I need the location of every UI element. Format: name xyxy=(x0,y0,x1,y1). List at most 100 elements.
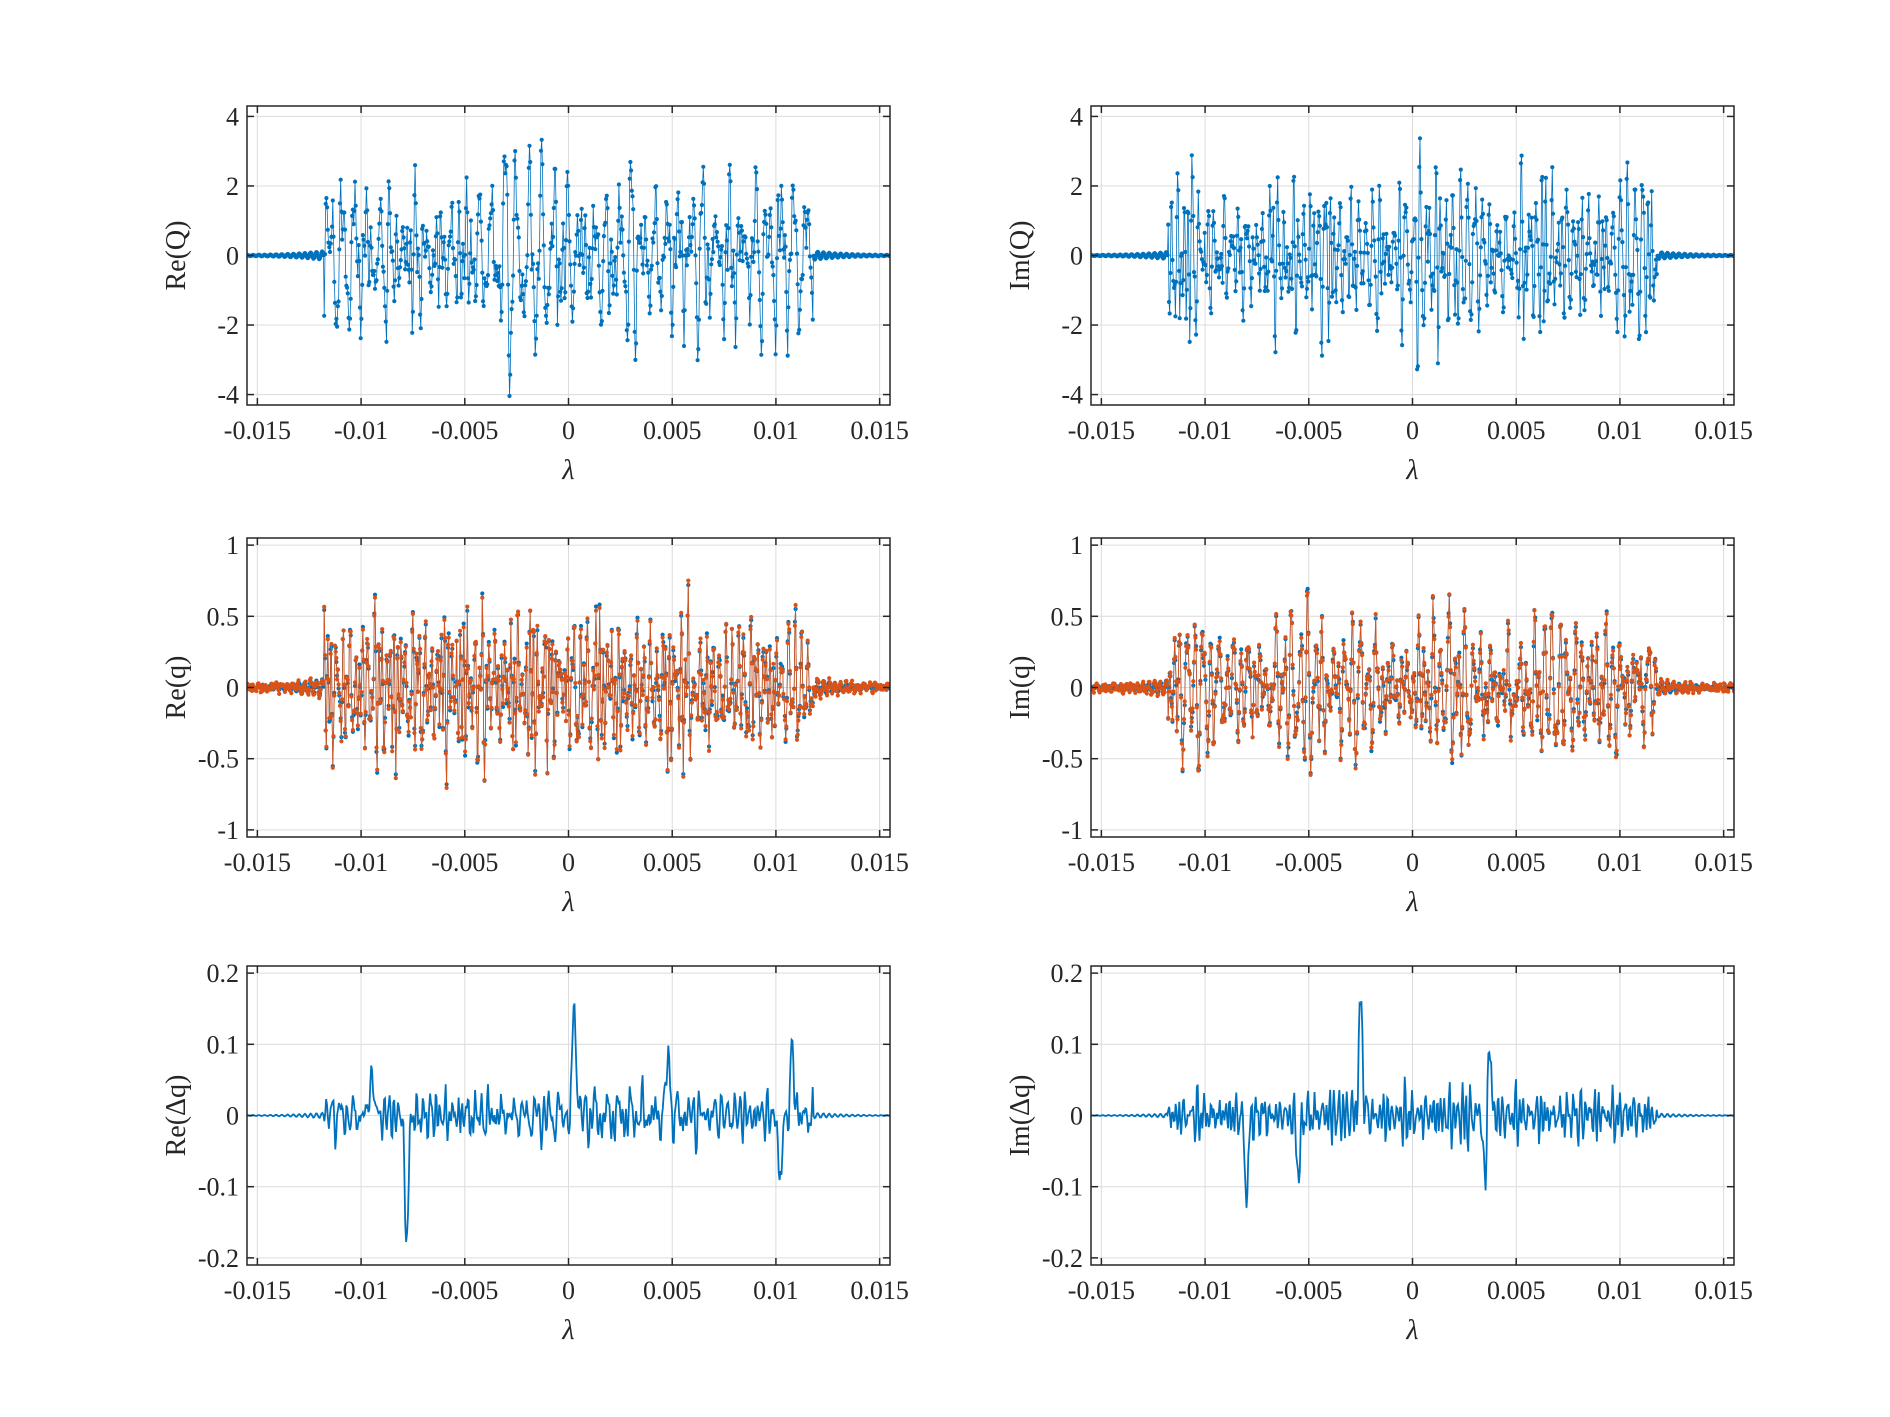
data-point xyxy=(533,352,538,357)
data-point xyxy=(1172,635,1177,641)
data-point xyxy=(1520,283,1526,289)
data-point xyxy=(1202,230,1207,235)
data-point xyxy=(567,239,572,244)
data-point xyxy=(630,733,635,739)
data-point xyxy=(355,723,360,728)
data-point xyxy=(411,252,416,257)
data-point xyxy=(1415,364,1420,369)
data-point xyxy=(546,707,551,712)
data-point xyxy=(791,704,796,710)
data-point xyxy=(723,629,728,635)
data-point xyxy=(1629,279,1634,284)
data-point xyxy=(1239,269,1244,275)
data-point xyxy=(1417,164,1422,170)
data-point xyxy=(769,260,775,265)
data-point xyxy=(1179,695,1184,700)
data-point xyxy=(361,237,366,242)
data-point xyxy=(382,304,388,309)
data-point xyxy=(350,727,355,733)
data-point xyxy=(1177,316,1182,321)
data-point xyxy=(736,216,741,221)
data-point xyxy=(690,222,695,227)
data-point xyxy=(1252,669,1257,674)
data-point xyxy=(542,285,547,290)
data-point xyxy=(356,243,361,248)
data-point xyxy=(740,258,745,264)
data-point xyxy=(1560,215,1565,220)
data-point xyxy=(332,279,337,284)
data-point xyxy=(634,635,639,640)
data-point xyxy=(466,300,471,305)
data-point xyxy=(1210,698,1215,703)
data-point xyxy=(1324,225,1330,230)
data-point xyxy=(1556,220,1561,225)
data-point xyxy=(804,701,809,707)
data-point xyxy=(667,633,672,638)
data-point xyxy=(1294,273,1300,278)
data-point xyxy=(334,655,339,661)
data-point xyxy=(645,695,650,700)
data-point xyxy=(456,736,461,741)
data-point xyxy=(478,192,483,197)
data-point xyxy=(631,711,636,716)
data-point xyxy=(657,718,662,723)
data-point xyxy=(409,267,414,272)
data-point xyxy=(566,183,571,188)
data-point xyxy=(614,750,619,755)
data-point xyxy=(1583,297,1588,302)
data-point xyxy=(323,201,328,206)
data-point xyxy=(327,245,332,250)
data-point xyxy=(769,712,774,717)
data-point xyxy=(1382,259,1387,264)
data-point xyxy=(539,704,544,709)
data-point xyxy=(365,208,370,213)
data-point xyxy=(452,708,457,713)
data-point xyxy=(1248,671,1253,676)
data-point xyxy=(737,625,742,630)
data-point xyxy=(1226,666,1231,671)
data-point xyxy=(1474,218,1479,224)
data-point xyxy=(749,614,754,620)
data-point xyxy=(567,744,572,749)
data-point xyxy=(1628,288,1633,294)
data-point xyxy=(455,240,461,245)
data-point xyxy=(732,300,737,305)
y-tick-label: 2 xyxy=(1070,172,1083,201)
data-point xyxy=(1561,311,1566,316)
data-point xyxy=(719,710,724,715)
data-point xyxy=(1267,183,1272,189)
data-point xyxy=(787,668,793,674)
data-point xyxy=(1170,717,1175,723)
data-point xyxy=(1460,287,1465,292)
data-point xyxy=(792,623,798,628)
data-point xyxy=(724,223,729,228)
data-point xyxy=(1261,682,1266,687)
data-point xyxy=(384,653,389,658)
data-point xyxy=(433,261,438,266)
data-point xyxy=(1154,687,1159,693)
data-point xyxy=(511,217,516,222)
data-point xyxy=(1339,273,1344,278)
data-point xyxy=(1179,251,1184,256)
data-point xyxy=(1419,237,1424,242)
data-point xyxy=(532,720,537,725)
data-point xyxy=(1599,256,1604,262)
data-point xyxy=(503,656,508,661)
data-point xyxy=(1240,680,1245,685)
data-point xyxy=(1443,217,1448,222)
data-point xyxy=(318,687,323,693)
data-point xyxy=(449,204,454,209)
data-point xyxy=(608,261,613,266)
data-point xyxy=(454,300,459,305)
data-point xyxy=(1096,683,1101,688)
data-point xyxy=(674,673,679,678)
data-point xyxy=(705,242,710,247)
data-point xyxy=(585,295,590,301)
data-point xyxy=(1495,723,1501,728)
x-tick-label: -0.005 xyxy=(431,416,498,445)
data-point xyxy=(1302,749,1307,755)
data-point xyxy=(518,298,524,303)
data-point xyxy=(1306,279,1311,284)
data-point xyxy=(1478,273,1483,278)
data-point xyxy=(1233,289,1238,294)
